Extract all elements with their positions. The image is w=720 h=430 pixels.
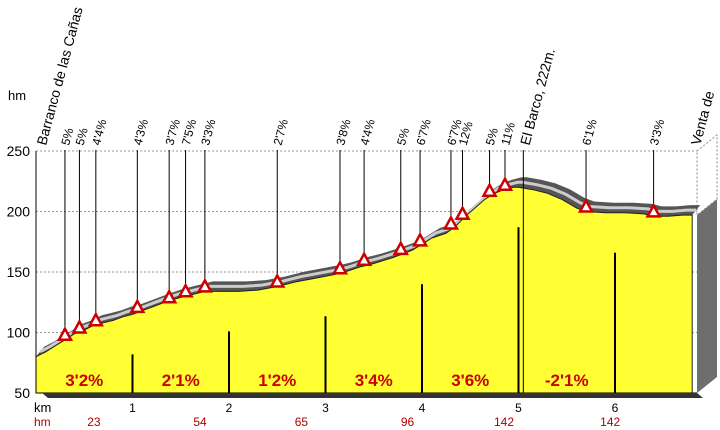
- gradient-marker-icon: [442, 214, 460, 230]
- marker-gradient-label: 4'4%: [89, 117, 109, 146]
- gradient-marker-icon: [129, 298, 146, 314]
- km-tick-label: 6: [612, 401, 619, 415]
- gradient-marker-icon: [355, 251, 373, 266]
- hm-tick-label: 142: [494, 415, 514, 429]
- segment-gradient-label: 3'6%: [451, 371, 489, 390]
- marker-drop-lines: [64, 150, 655, 393]
- road-ribbon: [36, 177, 701, 357]
- km-tick-label: 2: [226, 401, 233, 415]
- marker-gradient-label: 11%: [498, 120, 518, 146]
- profile-3d-side: [696, 133, 718, 393]
- segment-gradient-label: 2'1%: [162, 371, 200, 390]
- km-row-label: km: [34, 400, 51, 415]
- hm-tick-label: 65: [295, 415, 309, 429]
- y-tick-label: 200: [7, 204, 31, 220]
- hm-tick-label: 23: [87, 415, 101, 429]
- profile-side-wall: [697, 199, 718, 393]
- km-tick-label: 4: [419, 401, 426, 415]
- gradient-marker-icon: [454, 205, 471, 221]
- marker-gradient-label: 3'3%: [198, 117, 218, 146]
- gradient-marker-icon: [481, 182, 498, 198]
- gradient-marker-icon: [577, 197, 595, 213]
- marker-gradient-label: 4'3%: [131, 117, 151, 146]
- place-label: Barranco de las Cañas: [33, 5, 85, 147]
- marker-gradient-label: 2'7%: [271, 117, 291, 146]
- gradient-marker-icon: [392, 240, 409, 256]
- y-axis-unit: hm: [8, 88, 26, 103]
- gradient-marker-icon: [196, 277, 213, 293]
- marker-gradient-label: 5%: [483, 126, 501, 147]
- chart-labels: 5%5%4'4% 4'3% 3'7%7'5%3'3% 2'7% 3'8% 4'4% 5% 6'…: [7, 5, 718, 429]
- marker-gradient-label: 4'4%: [357, 117, 377, 146]
- y-tick-label: 100: [7, 325, 31, 341]
- marker-gradient-label: 3'3%: [647, 117, 667, 146]
- marker-gradient-label: 5%: [58, 126, 76, 147]
- x-axis-shadow: [42, 393, 704, 398]
- marker-gradient-label: 6'1%: [579, 117, 599, 146]
- marker-gradient-label: 3'8%: [333, 117, 353, 146]
- marker-gradient-label: 5%: [394, 126, 412, 147]
- marker-gradient-label: 7'5%: [179, 117, 199, 146]
- segment-gradient-label: 3'2%: [65, 371, 103, 390]
- axes: [35, 151, 704, 398]
- gradient-marker-icon: [331, 259, 349, 275]
- marker-gradient-label: 6'7%: [444, 117, 464, 146]
- gradient-marker-icon: [161, 288, 178, 304]
- hm-row-label: hm: [34, 415, 51, 429]
- road-surface: [39, 180, 697, 354]
- gradient-marker-icon: [71, 318, 88, 334]
- km-tick-label: 5: [515, 401, 522, 415]
- segment-gradient-label: -2'1%: [545, 371, 589, 390]
- gradient-marker-icon: [645, 202, 662, 218]
- gradient-marker-icon: [177, 282, 194, 298]
- segment-gradient-label: 1'2%: [258, 371, 296, 390]
- grid-back-edge: [696, 133, 718, 217]
- km-tick-label: 1: [129, 401, 136, 415]
- gradient-marker-icon: [56, 326, 74, 342]
- marker-gradient-label: 3'7%: [163, 117, 183, 146]
- place-label: El Barco, 222m.: [517, 46, 558, 146]
- gradient-markers: [56, 176, 662, 342]
- marker-gradient-label: 5%: [73, 126, 91, 147]
- y-tick-label: 150: [7, 264, 31, 280]
- hm-tick-label: 96: [401, 415, 415, 429]
- km-tick-label: 3: [322, 401, 329, 415]
- gradient-marker-icon: [411, 231, 429, 247]
- hm-tick-label: 54: [193, 415, 207, 429]
- y-tick-label: 250: [7, 143, 31, 159]
- segment-gradient-label: 3'4%: [355, 371, 393, 390]
- hm-tick-label: 142: [600, 415, 620, 429]
- marker-gradient-label: 6'7%: [413, 117, 433, 146]
- y-tick-label: 50: [14, 385, 30, 401]
- marker-gradient-label: 12%: [456, 120, 476, 147]
- gradient-marker-icon: [87, 311, 104, 327]
- gradient-marker-icon: [269, 272, 286, 288]
- gradient-marker-icon: [496, 176, 514, 191]
